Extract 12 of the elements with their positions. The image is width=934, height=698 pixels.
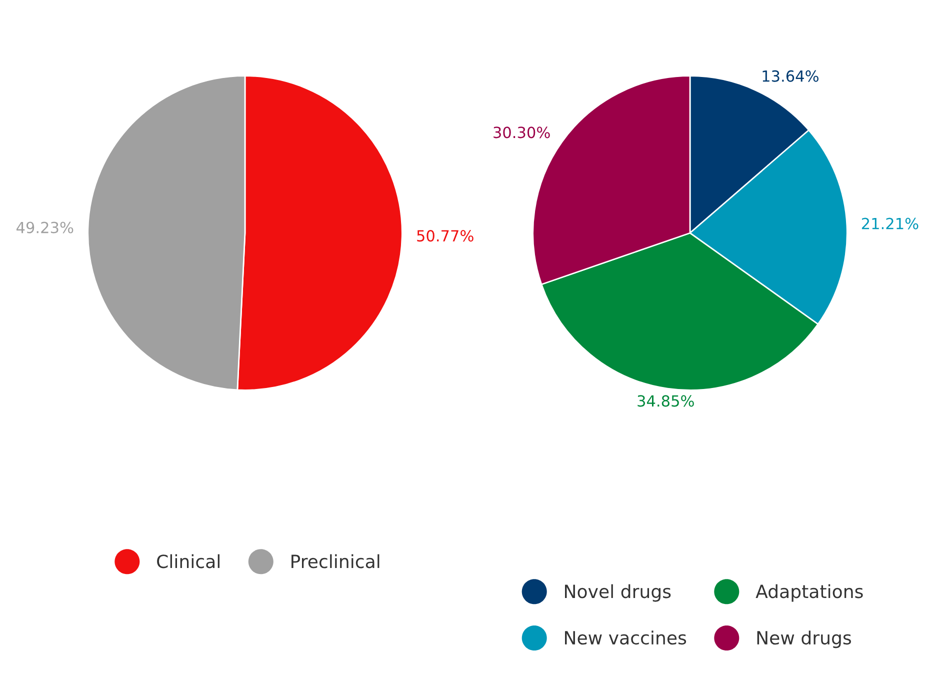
data-label: 21.21% — [862, 218, 918, 230]
legend-label: Novel drugs — [565, 584, 671, 602]
data-label: 34.85% — [638, 395, 694, 407]
data-label: 50.77% — [417, 230, 474, 242]
data-label: 49.23% — [16, 222, 74, 234]
legend-label: Preclinical — [292, 554, 380, 568]
data-label: 13.64% — [762, 70, 818, 82]
legend-label: New drugs — [757, 630, 851, 648]
legend-label: Clinical — [157, 554, 220, 568]
legend-label: New vaccines — [565, 630, 686, 645]
legend-label: Adaptations — [756, 584, 863, 602]
data-label: 30.30% — [494, 126, 550, 138]
